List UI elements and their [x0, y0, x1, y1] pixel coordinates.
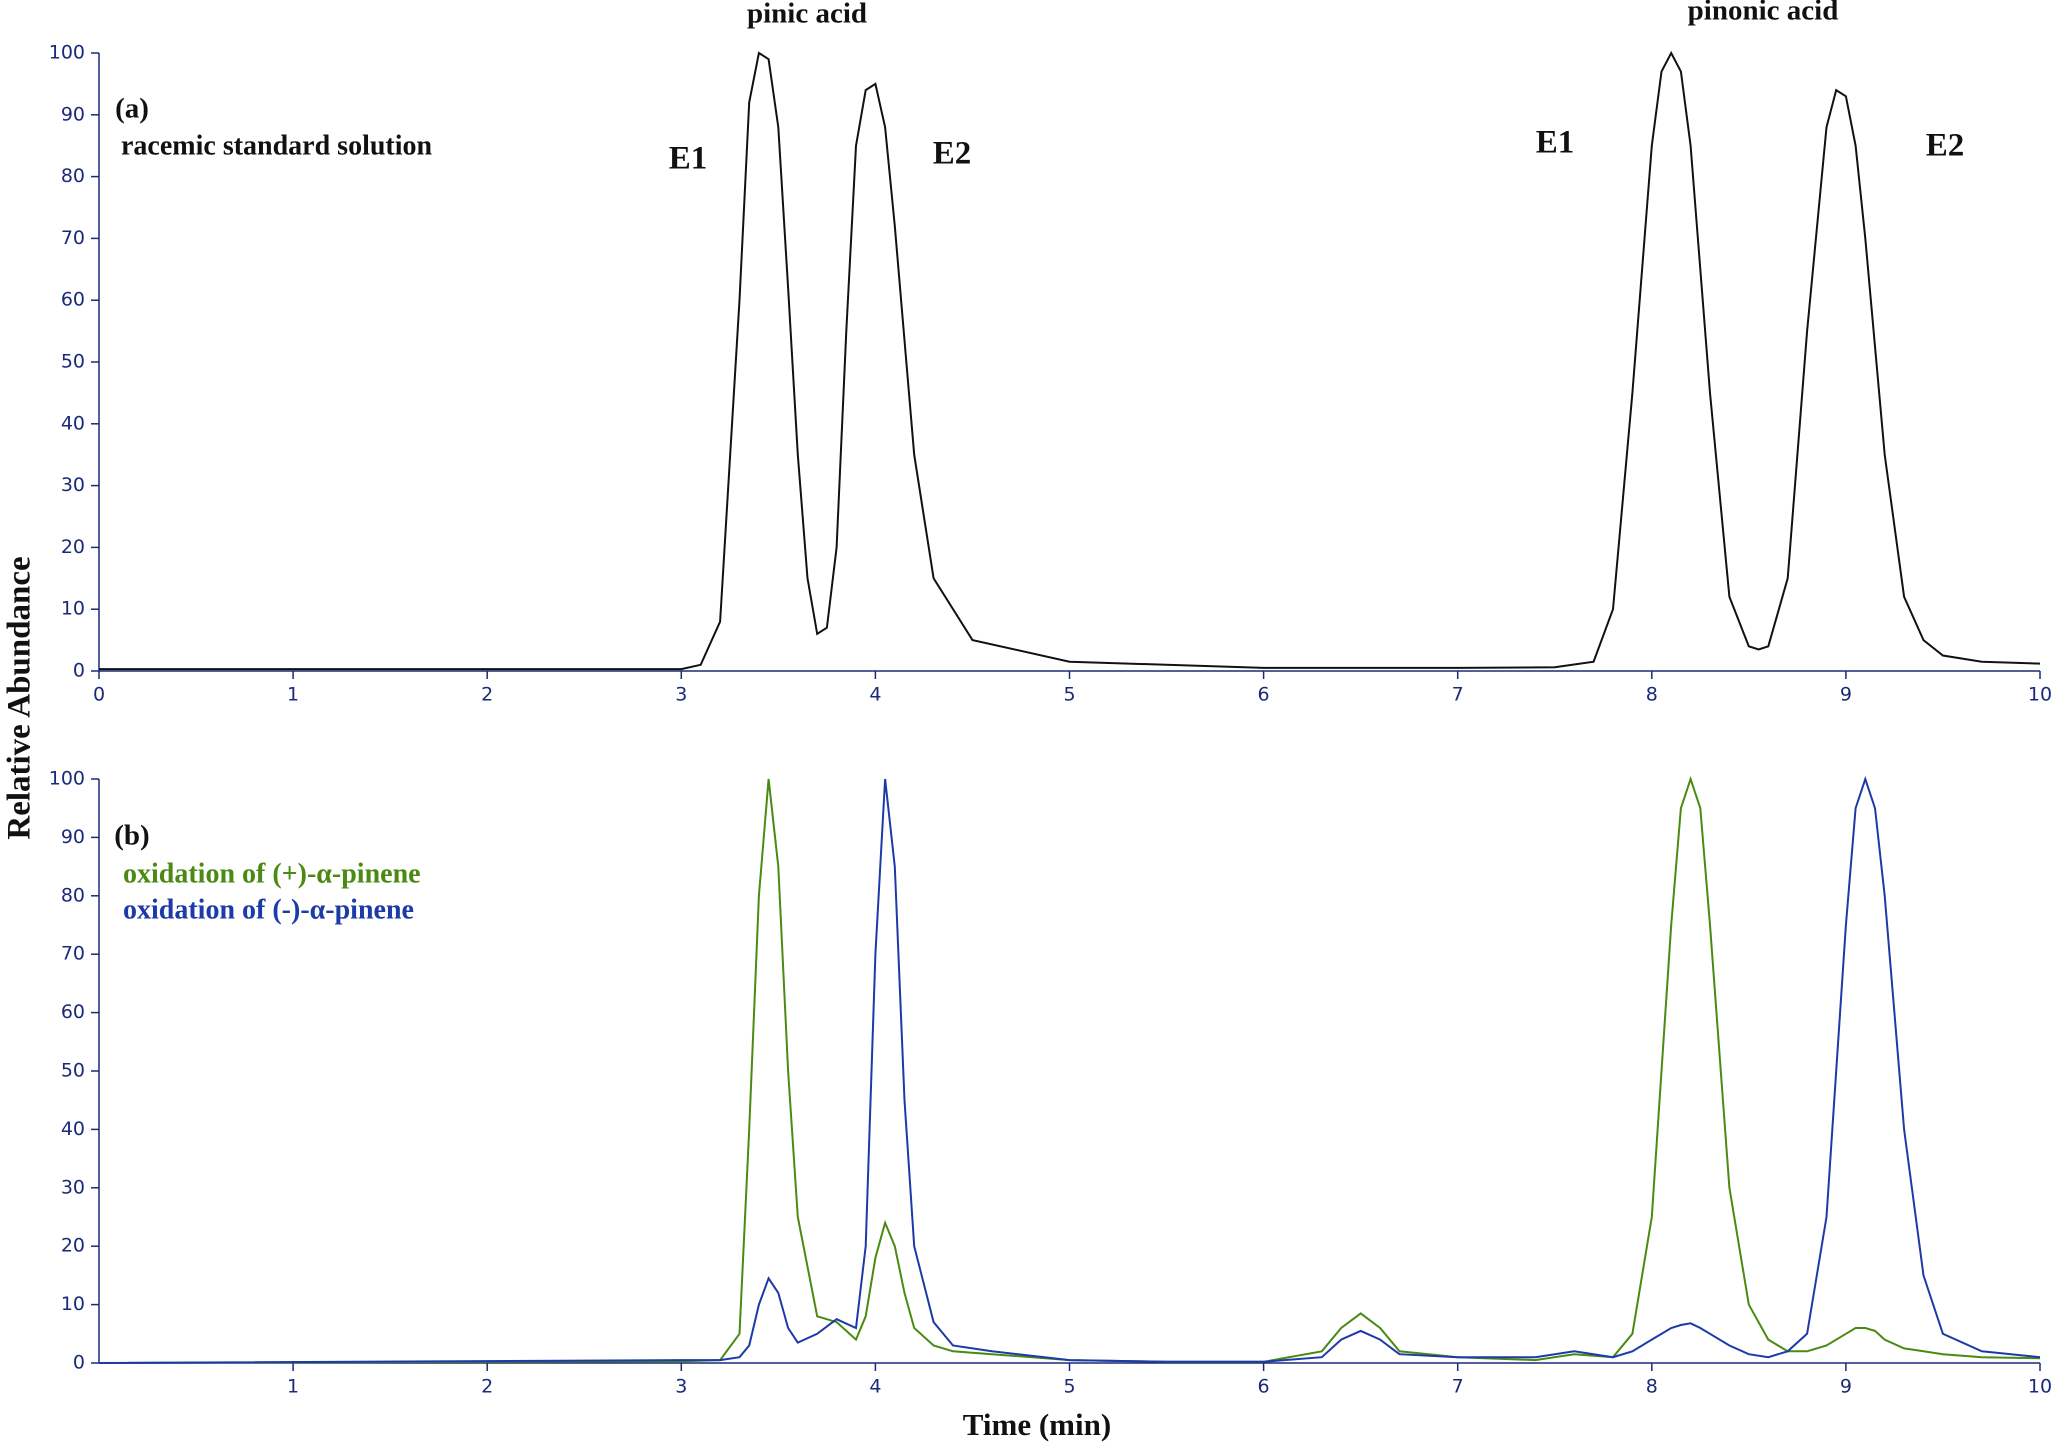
x-axis-label: Time (min) — [963, 1407, 1111, 1442]
x-tick-label: 6 — [1258, 684, 1270, 706]
x-tick-label: 3 — [675, 684, 687, 706]
y-tick-label: 20 — [61, 536, 85, 558]
legend-entry: oxidation of (-)-α-pinene — [123, 894, 414, 925]
x-tick-label: 8 — [1646, 684, 1658, 706]
y-tick-label: 70 — [61, 227, 85, 249]
y-tick-label: 60 — [61, 1001, 85, 1023]
x-tick-label: 8 — [1646, 1376, 1658, 1398]
y-tick-label: 60 — [61, 289, 85, 311]
peak-annotation: E2 — [1926, 128, 1965, 164]
x-tick-label: 7 — [1452, 684, 1464, 706]
y-tick-label: 80 — [61, 884, 85, 906]
peak-annotation: pinic acid — [747, 0, 867, 30]
y-tick-label: 10 — [61, 1293, 85, 1315]
series-line — [98, 775, 2041, 1364]
x-tick-label: 2 — [481, 1376, 493, 1398]
y-tick-label: 50 — [61, 351, 85, 373]
y-tick-label: 50 — [61, 1060, 85, 1082]
y-tick-label: 30 — [61, 1176, 85, 1198]
y-tick-label: 40 — [61, 412, 85, 434]
y-axis-label: Relative Abundance — [2, 556, 38, 839]
panel-label: (b) — [114, 820, 149, 852]
x-tick-label: 1 — [287, 1376, 299, 1398]
y-tick-label: 40 — [61, 1118, 85, 1140]
y-tick-label: 0 — [73, 660, 85, 682]
y-tick-label: 80 — [61, 165, 85, 187]
panel-label: (a) — [115, 93, 149, 125]
x-tick-label: 4 — [869, 684, 881, 706]
y-tick-label: 20 — [61, 1235, 85, 1257]
peak-annotation: E1 — [1536, 125, 1575, 161]
y-tick-label: 70 — [61, 943, 85, 965]
y-tick-label: 100 — [49, 42, 85, 64]
x-tick-label: 1 — [287, 684, 299, 706]
x-tick-label: 9 — [1840, 1376, 1852, 1398]
x-tick-label: 7 — [1452, 1376, 1464, 1398]
x-tick-label: 0 — [93, 684, 105, 706]
series-line — [98, 775, 2041, 1364]
peak-annotation: E2 — [933, 136, 972, 172]
x-tick-label: 4 — [869, 1376, 881, 1398]
legend-entry: oxidation of (+)-α-pinene — [123, 858, 421, 889]
x-tick-label: 3 — [675, 1376, 687, 1398]
y-tick-label: 90 — [61, 826, 85, 848]
y-tick-label: 10 — [61, 598, 85, 620]
peak-annotation: E1 — [669, 141, 708, 177]
y-tick-label: 100 — [49, 768, 85, 790]
x-tick-label: 10 — [2028, 684, 2052, 706]
y-tick-label: 30 — [61, 474, 85, 496]
peak-annotation: pinonic acid — [1688, 0, 1839, 27]
y-tick-label: 90 — [61, 103, 85, 125]
x-tick-label: 5 — [1063, 1376, 1075, 1398]
y-tick-label: 0 — [73, 1352, 85, 1374]
x-tick-label: 10 — [2028, 1376, 2052, 1398]
x-tick-label: 2 — [481, 684, 493, 706]
x-tick-label: 6 — [1258, 1376, 1270, 1398]
x-tick-label: 5 — [1063, 684, 1075, 706]
x-tick-label: 9 — [1840, 684, 1852, 706]
legend-entry: racemic standard solution — [121, 130, 433, 161]
series-line — [99, 50, 2041, 671]
